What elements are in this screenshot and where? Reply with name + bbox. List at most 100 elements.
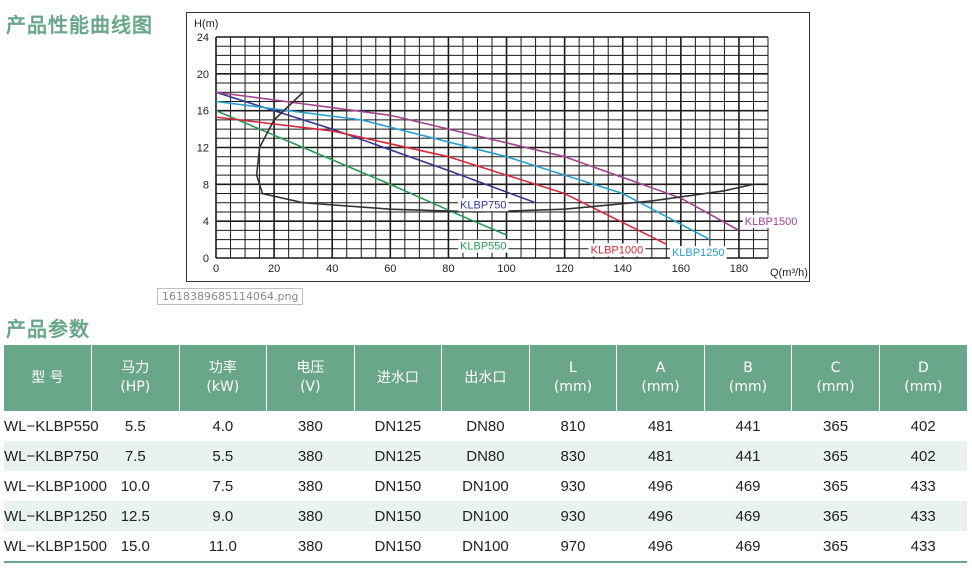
series-line [215,91,740,232]
header-label: D [918,360,929,376]
x-tick-label: 60 [384,263,396,275]
params-section-title: 产品参数 [6,317,90,341]
table-row: WL−KLBP550 5.5 4.0 380 DN125 DN80 810 481 441 365… [4,411,967,441]
table-cell: WL−KLBP550 [4,411,99,441]
table-cell: 830 [529,441,617,471]
table-cell: 15.0 [91,531,180,563]
table-cell: 496 [616,471,705,501]
series-line [215,109,507,236]
table-cell: DN150 [354,471,442,501]
table-cell: 10.0 [91,471,180,501]
x-tick-label: 140 [614,263,632,275]
x-tick-label: 180 [730,263,748,275]
table-cell: DN150 [354,531,442,563]
table-cell: 402 [879,411,967,441]
table-header-cell: L (mm) [529,345,618,411]
x-tick-label: 0 [213,263,219,275]
header-unit: (mm) [904,379,943,395]
performance-chart: 0 20 40 60 80 100 120 140 160 180 0 4 8 12 16 20 24 H(m) Q… [194,18,808,279]
table-cell: 5.5 [179,441,267,471]
series-line [255,91,754,213]
table-row: WL−KLBP1000 10.0 7.5 380 DN150 DN100 930 496 469… [4,471,967,501]
header-label: L [569,360,577,376]
table-cell: 7.5 [179,471,267,501]
table-cell: WL−KLBP750 [4,441,99,471]
y-axis-label: H(m) [194,18,218,30]
table-cell: WL−KLBP1000 [4,471,107,501]
table-cell: 4.0 [179,411,267,441]
table-cell: 481 [616,411,705,441]
table-cell: 496 [616,501,705,531]
series-label-bg [458,239,509,253]
table-cell: 496 [616,531,705,563]
table-cell: DN100 [441,531,530,563]
header-unit: (kW) [206,379,240,395]
header-label: 电压 [296,360,325,376]
x-tick-label: 120 [555,263,573,275]
header-unit: (mm) [728,379,768,395]
table-row: WL−KLBP1250 12.5 9.0 380 DN150 DN100 930 496 469… [4,501,967,531]
table-cell: 402 [879,441,967,471]
table-cell: WL−KLBP1500 [4,531,107,563]
series-label-bg [588,243,646,257]
table-row: WL−KLBP750 7.5 5.5 380 DN125 DN80 830 481 441 365… [4,441,967,471]
table-row: WL−KLBP1500 15.0 11.0 380 DN150 DN100 970 496 46… [4,531,967,563]
table-header-cell: B (mm) [704,345,793,411]
series-label: KLBP1000 [591,244,644,256]
table-cell: 380 [266,441,355,471]
table-header-cell: 功率 (kW) [179,345,268,411]
table-cell: 380 [266,501,355,531]
table-cell: 441 [704,441,792,471]
header-label: 出水口 [464,369,507,386]
series-label: KLBP550 [460,241,506,253]
table-cell: 365 [791,531,880,563]
series-line [215,91,536,204]
table-header-cell: 马力 (HP) [91,345,180,411]
table-cell: DN80 [441,411,530,441]
table-cell: 380 [266,411,355,441]
table-cell: 481 [616,441,705,471]
table-cell: 469 [704,501,792,531]
table-header-row: 型 号 马力 (HP) 功率 (kW) 电压 (V) 进水口 出水口 L (mm) A (mm) B (mm… [4,345,967,411]
header-label: B [743,360,753,376]
header-unit: (HP) [120,379,151,395]
series-label-bg [669,246,727,260]
table-cell: 441 [704,411,792,441]
series-line [215,100,711,241]
header-label: C [830,360,841,376]
table-cell: 365 [791,501,880,531]
table-cell: 5.5 [91,411,180,441]
table-header-cell: 型 号 [4,345,93,411]
table-header-cell: 电压 (V) [266,345,355,411]
y-tick-label: 4 [203,216,209,228]
header-label: A [655,360,666,376]
table-body: WL−KLBP550 5.5 4.0 380 DN125 DN80 810 481 441 365… [4,411,967,563]
table-cell: 7.5 [91,441,180,471]
table-cell: 469 [704,531,792,563]
table-cell: DN125 [354,441,442,471]
params-table: 型 号 马力 (HP) 功率 (kW) 电压 (V) 进水口 出水口 L (mm) A (mm) B (mm… [4,345,967,563]
table-cell: DN100 [441,501,530,531]
header-unit: (mm) [816,379,855,395]
y-tick-label: 16 [197,106,209,118]
header-unit: (mm) [553,379,593,395]
table-cell: 433 [879,531,967,563]
curve-section-title: 产品性能曲线图 [6,13,153,37]
series-label-bg [742,214,800,228]
table-cell: 970 [529,531,617,563]
table-cell: 433 [879,471,967,501]
table-cell: 365 [791,471,880,501]
table-cell: 380 [266,531,355,563]
table-cell: 380 [266,471,355,501]
x-axis-label: Q(m³/h) [770,267,808,279]
table-cell: 365 [791,441,880,471]
x-tick-label: 100 [497,263,515,275]
series-line [215,116,667,245]
y-tick-label: 0 [203,253,209,265]
y-tick-label: 12 [197,143,209,155]
table-header-cell: A (mm) [616,345,705,411]
table-cell: 11.0 [179,531,267,563]
header-unit: (V) [300,379,321,395]
table-cell: DN100 [441,471,530,501]
x-tick-label: 40 [326,263,338,275]
